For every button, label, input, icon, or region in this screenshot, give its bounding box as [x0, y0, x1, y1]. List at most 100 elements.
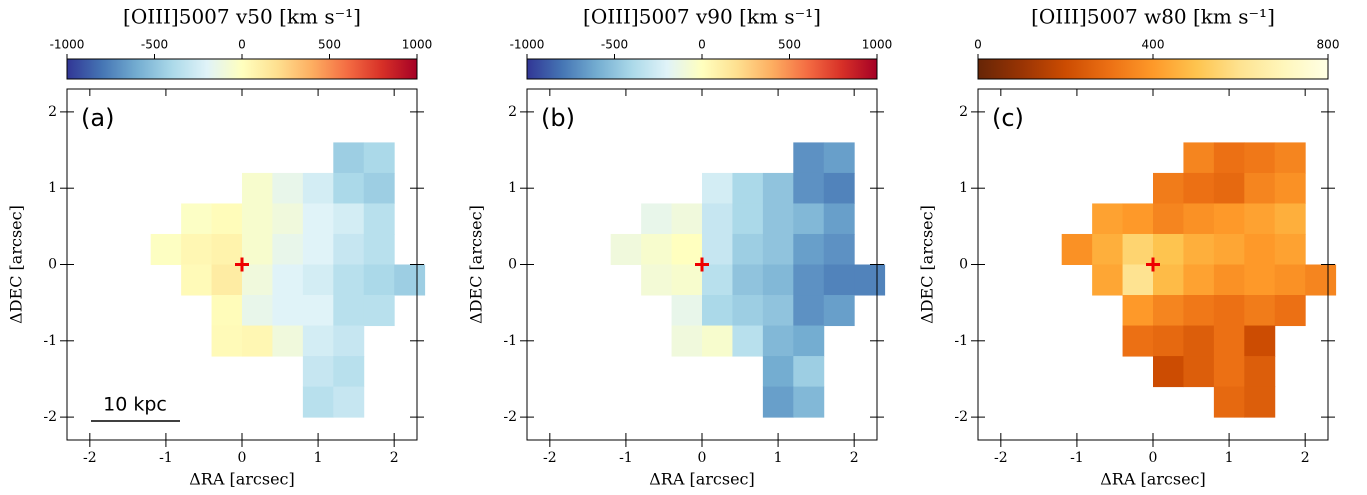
x-tick-label: 1 — [774, 450, 783, 466]
map-cell — [671, 233, 703, 265]
map-cell — [793, 264, 825, 296]
panel-title: [OIII]5007 v50 [km s⁻¹] — [123, 5, 361, 29]
map-cell — [762, 356, 794, 388]
map-cell — [1183, 264, 1215, 296]
panel-label: (c) — [992, 104, 1024, 132]
map-cell — [732, 264, 764, 296]
panel-label: (b) — [541, 104, 575, 132]
map-cell — [793, 142, 825, 174]
map-cell — [333, 172, 365, 204]
map-cell — [242, 172, 273, 204]
map-cell — [211, 264, 243, 296]
map-cell — [211, 295, 243, 327]
map-cell — [211, 233, 243, 265]
map-cell — [1153, 295, 1184, 327]
map-cell — [762, 203, 794, 235]
colorbar-tick-label: 1000 — [862, 38, 893, 52]
map-cell — [1274, 172, 1306, 204]
map-cell — [1305, 264, 1337, 296]
x-tick-label: -2 — [543, 450, 557, 466]
map-cell — [363, 142, 395, 174]
map-cell — [1213, 325, 1245, 357]
map-cell — [242, 264, 273, 296]
y-tick-label: -2 — [954, 409, 968, 425]
scale-bar-label: 10 kpc — [103, 394, 167, 416]
panel-title: [OIII]5007 v90 [km s⁻¹] — [583, 5, 821, 29]
map-cell — [1122, 295, 1154, 327]
map-cell — [823, 264, 855, 296]
colorbar-tick-label: 0 — [238, 38, 246, 52]
map-cell — [1183, 233, 1215, 265]
map-cell — [793, 295, 825, 327]
y-tick-label: 0 — [508, 257, 517, 273]
map-cell — [702, 203, 733, 235]
map-cell — [732, 295, 764, 327]
map-cell — [1213, 142, 1245, 174]
x-axis-label: ΔRA [arcsec] — [1100, 470, 1206, 489]
map-cell — [1122, 325, 1154, 357]
map-cell — [793, 325, 825, 357]
map-cell — [242, 295, 273, 327]
map-cell — [671, 325, 703, 357]
x-tick-label: 1 — [314, 450, 323, 466]
map-cell — [1153, 203, 1184, 235]
map-cell — [641, 264, 673, 296]
x-tick-label: -2 — [994, 450, 1008, 466]
map-cell — [1244, 356, 1276, 388]
x-tick-label: -1 — [1070, 450, 1084, 466]
map-cell — [333, 142, 365, 174]
map-cell — [181, 264, 213, 296]
map-cell — [272, 295, 304, 327]
map-cell — [793, 356, 825, 388]
map-cell — [823, 295, 855, 327]
map-cell — [1213, 295, 1245, 327]
map-cell — [702, 233, 733, 265]
map-cell — [302, 203, 334, 235]
map-cell — [1274, 233, 1306, 265]
map-cell — [1183, 142, 1215, 174]
map-cell — [1092, 203, 1124, 235]
y-tick-label: 0 — [48, 257, 57, 273]
map-cell — [302, 356, 334, 388]
map-cell — [333, 386, 365, 418]
map-cell — [272, 233, 304, 265]
map-cell — [823, 142, 855, 174]
map-cell — [702, 325, 733, 357]
y-tick-label: -1 — [503, 333, 517, 349]
map-cell — [702, 295, 733, 327]
map-cell — [762, 233, 794, 265]
map-cell — [1274, 264, 1306, 296]
map-cell — [1122, 203, 1154, 235]
x-axis-label: ΔRA [arcsec] — [649, 470, 755, 489]
map-cell — [1244, 142, 1276, 174]
map-cell — [363, 203, 395, 235]
map-cell — [272, 172, 304, 204]
map-cell — [823, 203, 855, 235]
map-cell — [1213, 172, 1245, 204]
colorbar-tick-label: 1000 — [402, 38, 433, 52]
map-cell — [793, 172, 825, 204]
map-cell — [641, 233, 673, 265]
map-cell — [363, 264, 395, 296]
map-cell — [1183, 203, 1215, 235]
y-tick-label: 1 — [508, 180, 517, 196]
map-cell — [211, 203, 243, 235]
x-tick-label: -1 — [159, 450, 173, 466]
map-cell — [823, 172, 855, 204]
map-cell — [1213, 203, 1245, 235]
map-cell — [702, 172, 733, 204]
map-cell — [610, 233, 642, 265]
map-cell — [762, 386, 794, 418]
map-cell — [762, 172, 794, 204]
map-cell — [1183, 295, 1215, 327]
y-tick-label: -2 — [503, 409, 517, 425]
x-axis-label: ΔRA [arcsec] — [189, 470, 295, 489]
map-cell — [793, 203, 825, 235]
y-tick-label: 2 — [508, 104, 517, 120]
panel-label: (a) — [81, 104, 114, 132]
y-tick-label: 1 — [959, 180, 968, 196]
map-cell — [1092, 264, 1124, 296]
colorbar-tick-label: 800 — [1317, 38, 1340, 52]
map-cell — [1244, 295, 1276, 327]
colorbar-tick-label: -500 — [601, 38, 628, 52]
